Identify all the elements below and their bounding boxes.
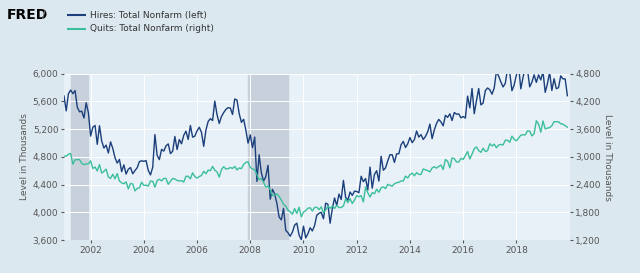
- Y-axis label: Level in Thousands: Level in Thousands: [20, 114, 29, 200]
- Y-axis label: Level in Thousands: Level in Thousands: [603, 114, 612, 200]
- Text: Hires: Total Nonfarm (left): Hires: Total Nonfarm (left): [90, 11, 207, 19]
- Text: FRED: FRED: [6, 8, 47, 22]
- Text: /: /: [42, 10, 45, 20]
- Text: Quits: Total Nonfarm (right): Quits: Total Nonfarm (right): [90, 24, 214, 33]
- Bar: [248, 74, 288, 240]
- Bar: [70, 74, 88, 240]
